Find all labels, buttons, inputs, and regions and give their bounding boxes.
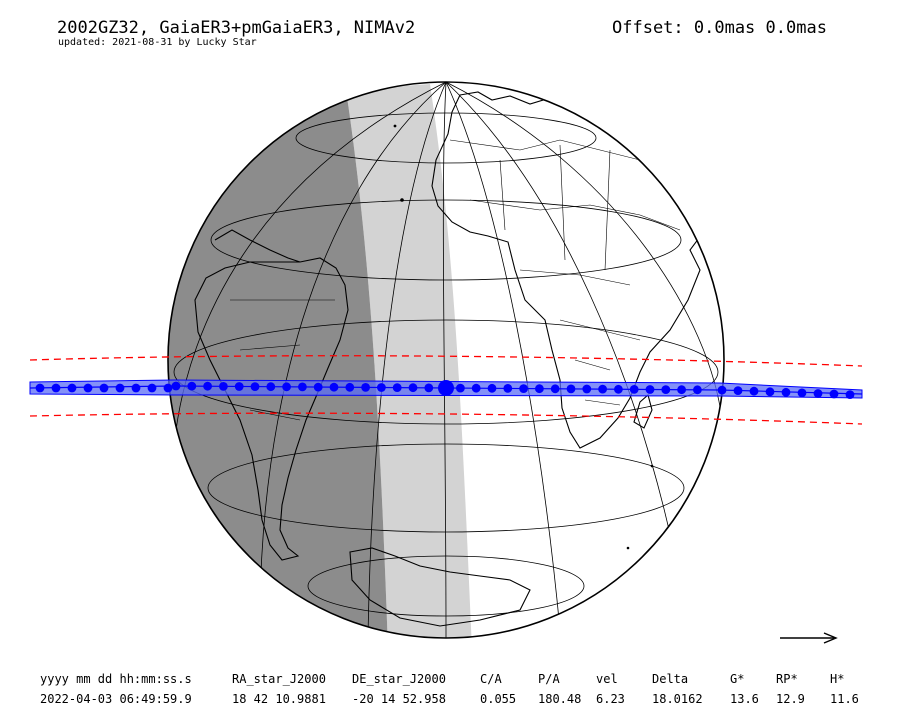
path-point-29 (487, 383, 497, 393)
value-cell-9: 11.6 (830, 692, 859, 706)
twilight-region (346, 84, 472, 638)
path-point-12 (219, 382, 228, 391)
path-point-11 (203, 381, 213, 391)
path-point-2 (67, 383, 77, 393)
path-point-27 (456, 383, 465, 393)
path-point-36 (598, 384, 607, 394)
path-point-45 (749, 386, 759, 396)
path-point-24 (408, 383, 418, 393)
map-subtitle: updated: 2021-08-31 by Lucky Star (58, 37, 257, 48)
offset-readout: Offset: 0.0mas 0.0mas (612, 18, 827, 38)
path-point-19 (329, 382, 339, 392)
arrow-head-icon (823, 632, 838, 644)
path-point-31 (519, 384, 528, 393)
path-point-51 (845, 390, 855, 399)
globe-outline (167, 81, 725, 639)
path-point-25 (424, 383, 434, 393)
value-cell-4: 180.48 (538, 692, 582, 706)
path-point-15 (266, 382, 276, 392)
path-point-37 (614, 384, 623, 394)
path-point-32 (535, 384, 544, 394)
value-cell-0: 2022-04-03 06:49:59.9 (40, 692, 192, 706)
path-point-50 (829, 389, 839, 399)
header-cell-2: DE_star_J2000 (352, 672, 446, 686)
path-point-14 (250, 382, 260, 391)
direction-arrow (780, 632, 838, 644)
globe-surface (168, 82, 724, 638)
path-point-16 (282, 382, 291, 392)
path-point-42 (693, 385, 702, 395)
path-point-7 (147, 383, 157, 393)
path-point-22 (377, 383, 386, 392)
path-point-3 (83, 383, 93, 393)
path-point-8 (163, 383, 173, 393)
path-point-18 (313, 382, 323, 392)
map-title: 2002GZ32, GaiaER3+pmGaiaER3, NIMAv2 (57, 18, 416, 38)
path-point-20 (345, 382, 355, 392)
value-cell-1: 18 42 10.9881 (232, 692, 326, 706)
value-cell-5: 6.23 (596, 692, 625, 706)
path-point-49 (813, 389, 823, 398)
path-point-43 (717, 385, 727, 395)
path-point-35 (582, 384, 592, 394)
closest-approach-point (438, 380, 454, 396)
header-cell-8: RP* (776, 672, 798, 686)
path-point-21 (361, 383, 370, 392)
path-point-34 (566, 384, 576, 394)
path-point-48 (797, 388, 807, 398)
path-point-6 (131, 383, 141, 393)
path-point-40 (661, 385, 671, 394)
path-point-47 (781, 387, 791, 397)
path-point-44 (733, 386, 743, 395)
path-point-13 (234, 382, 244, 391)
occultation-map (29, 81, 863, 644)
path-point-39 (645, 385, 655, 394)
night-region (168, 82, 388, 638)
header-cell-9: H* (830, 672, 845, 686)
path-point-38 (629, 385, 639, 394)
path-point-28 (471, 383, 481, 393)
path-point-0 (35, 383, 45, 393)
shadow-path (29, 355, 863, 425)
value-cell-2: -20 14 52.958 (352, 692, 446, 706)
header-cell-6: Delta (652, 672, 689, 686)
country-borders (230, 139, 681, 421)
header-cell-1: RA_star_J2000 (232, 672, 326, 686)
value-cell-6: 18.0162 (652, 692, 703, 706)
path-point-23 (392, 383, 402, 392)
path-point-41 (677, 385, 686, 395)
header-cell-0: yyyy mm dd hh:mm:ss.s (40, 672, 192, 686)
path-point-4 (99, 383, 109, 393)
header-cell-4: P/A (538, 672, 560, 686)
header-cell-7: G* (730, 672, 745, 686)
path-point-46 (765, 387, 775, 397)
path-point-5 (115, 383, 125, 393)
path-point-1 (51, 383, 61, 393)
path-point-30 (503, 384, 513, 393)
path-point-17 (298, 382, 307, 392)
value-cell-7: 13.6 (730, 692, 759, 706)
value-cell-8: 12.9 (776, 692, 805, 706)
header-cell-5: vel (596, 672, 618, 686)
path-point-9 (171, 381, 181, 391)
path-point-33 (550, 384, 560, 394)
header-cell-3: C/A (480, 672, 502, 686)
value-cell-3: 0.055 (480, 692, 517, 706)
path-point-10 (187, 381, 197, 391)
